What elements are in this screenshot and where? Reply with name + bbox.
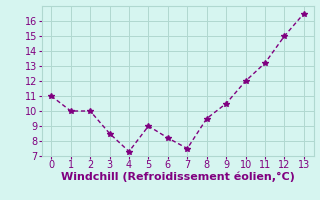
X-axis label: Windchill (Refroidissement éolien,°C): Windchill (Refroidissement éolien,°C)	[61, 172, 294, 182]
